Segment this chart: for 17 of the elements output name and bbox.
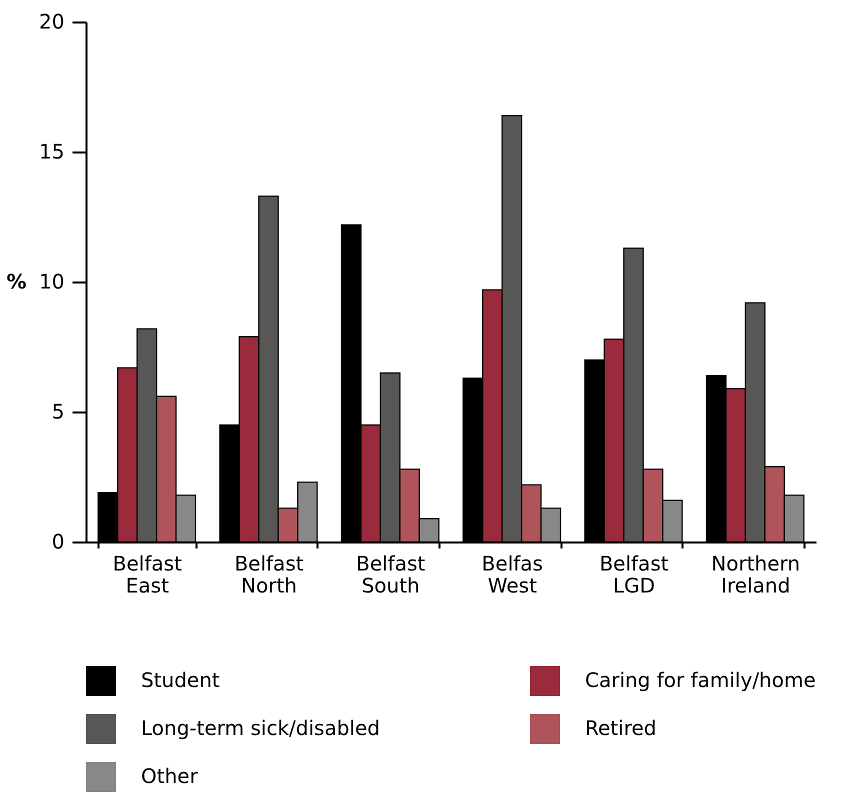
- x-tick-label: Belfas West: [482, 552, 543, 598]
- y-tick-label: 20: [39, 10, 64, 34]
- y-tick-label: 0: [52, 530, 64, 554]
- y-tick-label: 5: [52, 400, 64, 424]
- x-tick-label: Belfast North: [234, 552, 304, 598]
- x-tick-label: Belfast East: [112, 552, 182, 598]
- x-tick-label: Belfast LGD: [599, 552, 669, 598]
- legend-label: Retired: [585, 716, 656, 740]
- legend-label: Student: [141, 668, 220, 692]
- legend-label: Caring for family/home: [585, 668, 816, 692]
- legend-label: Other: [141, 764, 199, 788]
- x-tick-label: Northern Ireland: [711, 552, 800, 598]
- y-tick-label: 10: [39, 270, 64, 294]
- y-tick-label: 15: [39, 140, 64, 164]
- y-axis-title: %: [6, 270, 27, 294]
- legend-label: Long-term sick/disabled: [141, 716, 380, 740]
- x-tick-label: Belfast South: [356, 552, 426, 598]
